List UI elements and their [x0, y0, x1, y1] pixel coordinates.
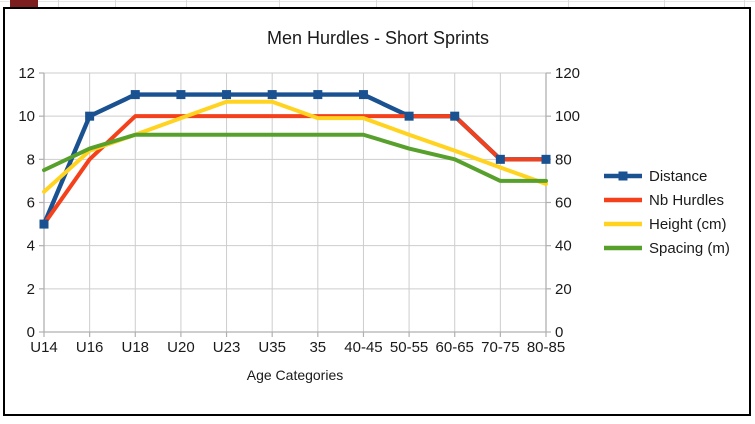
- x-axis-category-label: 80-85: [527, 339, 565, 356]
- y-axis-right-tick-label: 0: [555, 324, 563, 341]
- series-marker-square: [176, 90, 186, 100]
- legend-label: Nb Hurdles: [649, 191, 725, 209]
- series-line-spacing-m-: [42, 132, 548, 183]
- series-marker-square: [85, 111, 95, 121]
- legend-item-spacing-m-: Spacing (m): [604, 238, 730, 258]
- legend-label: Spacing (m): [649, 239, 730, 257]
- legend-swatch-marker: [618, 171, 628, 181]
- y-axis-left-tick-label: 6: [27, 195, 35, 212]
- series-marker-square: [541, 154, 551, 164]
- x-axis-category-label: U20: [167, 339, 195, 356]
- legend-item-distance: Distance: [604, 166, 707, 186]
- y-axis-left-tick-label: 12: [18, 65, 35, 82]
- spreadsheet-column-line: [744, 0, 745, 7]
- y-axis-left-tick-label: 2: [27, 281, 35, 298]
- y-axis-left-tick-label: 8: [27, 151, 35, 168]
- spreadsheet-row-line: [0, 1, 755, 2]
- x-axis-category-label: 40-45: [344, 339, 382, 356]
- spreadsheet-column-line: [376, 0, 377, 7]
- x-axis-category-label: U14: [30, 339, 58, 356]
- x-axis-title: Age Categories: [246, 367, 344, 383]
- chart-title: Men Hurdles - Short Sprints: [266, 28, 490, 48]
- series-marker-square: [130, 90, 140, 100]
- y-axis-right-tick-label: 60: [555, 195, 572, 212]
- legend-swatch: [604, 245, 642, 251]
- legend-label: Height (cm): [649, 215, 727, 233]
- legend-label: Distance: [649, 167, 708, 185]
- series-marker-square: [313, 90, 323, 100]
- x-axis-category-label: U23: [213, 339, 241, 356]
- y-axis-left-tick-label: 10: [18, 108, 35, 125]
- spreadsheet-column-line: [115, 0, 116, 7]
- legend-swatch: [604, 221, 642, 227]
- spreadsheet-column-line: [279, 0, 280, 7]
- series-marker-square: [495, 154, 505, 164]
- series-line-nb-hurdles: [42, 114, 548, 227]
- red-cell-artifact: [10, 0, 38, 8]
- x-axis-category-label: U16: [76, 339, 104, 356]
- x-axis-category-label: 70-75: [481, 339, 519, 356]
- legend-item-nb-hurdles: Nb Hurdles: [604, 190, 724, 210]
- chart-frame: [3, 7, 751, 416]
- legend-item-height-cm-: Height (cm): [604, 214, 727, 234]
- legend-swatch: [604, 197, 642, 203]
- spreadsheet-column-line: [664, 0, 665, 7]
- spreadsheet-column-line: [58, 0, 59, 7]
- x-axis-category-label: 50-55: [390, 339, 428, 356]
- y-axis-right-tick-label: 40: [555, 238, 572, 255]
- series-marker-square: [222, 90, 232, 100]
- spreadsheet-column-line: [186, 0, 187, 7]
- series-marker-square: [358, 90, 368, 100]
- x-axis-category-label: U18: [122, 339, 150, 356]
- y-axis-right-tick-label: 100: [555, 108, 580, 125]
- y-axis-right-tick-label: 80: [555, 151, 572, 168]
- legend-swatch: [604, 171, 642, 181]
- y-axis-left-tick-label: 0: [27, 324, 35, 341]
- series-marker-square: [267, 90, 277, 100]
- series-marker-square: [450, 111, 460, 121]
- series-marker-square: [39, 219, 49, 229]
- series-marker-square: [404, 111, 414, 121]
- spreadsheet-column-line: [472, 0, 473, 7]
- y-axis-left-tick-label: 4: [27, 238, 35, 255]
- spreadsheet-column-line: [568, 0, 569, 7]
- x-axis-category-label: 35: [309, 339, 326, 356]
- y-axis-right-tick-label: 120: [555, 65, 580, 82]
- x-axis-category-label: 60-65: [436, 339, 474, 356]
- x-axis-category-label: U35: [258, 339, 286, 356]
- y-axis-right-tick-label: 20: [555, 281, 572, 298]
